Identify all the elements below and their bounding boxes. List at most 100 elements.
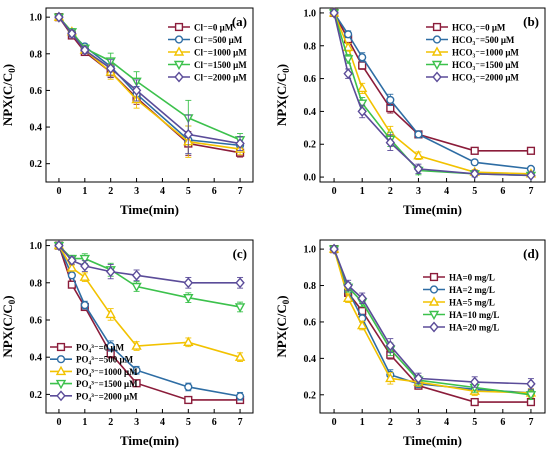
y-tick-label: 0.6: [30, 315, 43, 326]
y-tick-label: 0.2: [304, 140, 317, 151]
series-1: [329, 8, 536, 173]
legend-marker: [432, 22, 442, 32]
y-axis-label-sub: 0: [7, 68, 17, 73]
x-tick-label: 4: [160, 186, 165, 197]
y-tick-label: 0.4: [304, 107, 317, 118]
y-axis-label: NPX(C/C0): [0, 295, 17, 357]
legend-label: PO₄³⁻=1000 μM: [76, 367, 138, 377]
legend-label: HCO₃⁻=0 μM: [452, 23, 506, 33]
y-tick-label: 0.8: [30, 278, 43, 289]
y-axis-label-close: ): [274, 295, 289, 299]
data-point: [183, 336, 194, 347]
y-tick-label: 0.2: [304, 390, 317, 401]
y-axis-label-main: NPX(C/C: [0, 304, 15, 357]
series-4: [54, 240, 245, 289]
data-point: [385, 372, 396, 383]
legend: HCO₃⁻=0 μM HCO₃⁻=500 μM HCO₃⁻=1000 μM HCO₃⁻…: [426, 23, 519, 83]
x-tick-label: 7: [238, 417, 243, 428]
data-point: [80, 44, 90, 56]
x-tick-label: 4: [160, 417, 165, 428]
legend-marker: [56, 355, 66, 364]
y-axis-label-sub: 0: [281, 299, 291, 304]
x-tick-label: 3: [416, 186, 421, 197]
legend-label: Cl⁻=0 μM: [194, 23, 234, 33]
legend-label: HA=10 mg/L: [449, 310, 499, 320]
x-tick-label: 5: [186, 417, 191, 428]
plot-frame: [319, 7, 546, 183]
x-tick-label: 1: [82, 186, 87, 197]
data-point: [80, 260, 90, 272]
plot-frame: [45, 239, 254, 414]
legend-marker: [174, 22, 184, 32]
x-tick-label: 5: [472, 417, 477, 428]
data-point: [356, 82, 368, 93]
data-point: [357, 292, 367, 304]
panel-label: (b): [523, 14, 539, 29]
legend-label: PO₄³⁻=0 μM: [76, 343, 125, 353]
data-point: [413, 163, 424, 175]
data-point: [357, 105, 367, 117]
x-tick-label: 3: [416, 417, 421, 428]
data-point: [184, 395, 193, 405]
y-axis-label-sub: 0: [281, 68, 291, 73]
data-point: [343, 280, 353, 291]
legend-marker: [55, 365, 67, 376]
data-point: [79, 254, 91, 265]
series-1: [54, 241, 245, 401]
data-point: [132, 379, 141, 388]
data-point: [414, 130, 423, 139]
series-2: [328, 243, 537, 398]
y-tick-label: 1.0: [304, 245, 317, 256]
x-tick-label: 2: [108, 417, 113, 428]
legend: HA=0 mg/L HA=2 mg/L HA=5 mg/L HA=10 mg/L HA=…: [423, 273, 499, 333]
data-point: [67, 28, 77, 40]
data-point: [183, 277, 194, 289]
legend-marker: [173, 46, 185, 56]
legend-label: PO₄³⁻=500 μM: [76, 355, 134, 365]
legend-marker: [174, 71, 184, 83]
legend-label: HCO₃⁻=1000 μM: [452, 48, 519, 58]
legend-marker: [429, 321, 439, 333]
data-point: [470, 158, 479, 167]
series-4: [54, 11, 245, 155]
data-point: [329, 7, 339, 19]
legend-label: HCO₃⁻=500 μM: [452, 35, 515, 45]
data-point: [131, 282, 142, 293]
x-tick-label: 7: [528, 417, 533, 428]
data-point: [342, 292, 354, 302]
plot-frame: [45, 7, 254, 183]
data-point: [105, 62, 116, 74]
data-point: [54, 11, 64, 23]
legend-label: Cl⁻=2000 μM: [194, 73, 247, 83]
x-tick-label: 6: [212, 186, 217, 197]
legend: PO₄³⁻=0 μM PO₄³⁻=500 μM PO₄³⁻=1000 μM PO₄³⁻…: [50, 342, 138, 401]
x-tick-label: 6: [212, 417, 217, 428]
legend-marker: [428, 296, 440, 306]
data-point: [131, 340, 142, 350]
y-tick-label: 0.6: [304, 74, 317, 85]
data-point: [183, 293, 194, 304]
y-axis-label-main: NPX(C/C: [274, 73, 289, 126]
data-point: [526, 146, 536, 155]
data-point: [234, 351, 246, 361]
data-point: [67, 271, 76, 280]
legend-marker: [56, 342, 66, 352]
legend-label: HCO₃⁻=2000 μM: [452, 73, 519, 83]
y-tick-label: 0.8: [30, 49, 43, 60]
data-point: [413, 150, 424, 160]
y-tick-label: 1.0: [30, 13, 43, 24]
data-point: [413, 372, 424, 384]
legend-marker: [431, 60, 443, 71]
data-point: [525, 391, 537, 401]
x-tick-label: 0: [56, 417, 61, 428]
data-point: [469, 376, 480, 388]
data-point: [235, 277, 245, 289]
y-axis-label-main: NPX(C/C: [274, 304, 289, 357]
y-axis-label: NPX(C/C0): [274, 295, 291, 357]
data-point: [131, 84, 142, 96]
x-tick-label: 0: [56, 186, 61, 197]
x-tick-label: 4: [444, 417, 449, 428]
x-axis-label: Time(min): [403, 433, 462, 448]
data-point: [184, 382, 193, 392]
